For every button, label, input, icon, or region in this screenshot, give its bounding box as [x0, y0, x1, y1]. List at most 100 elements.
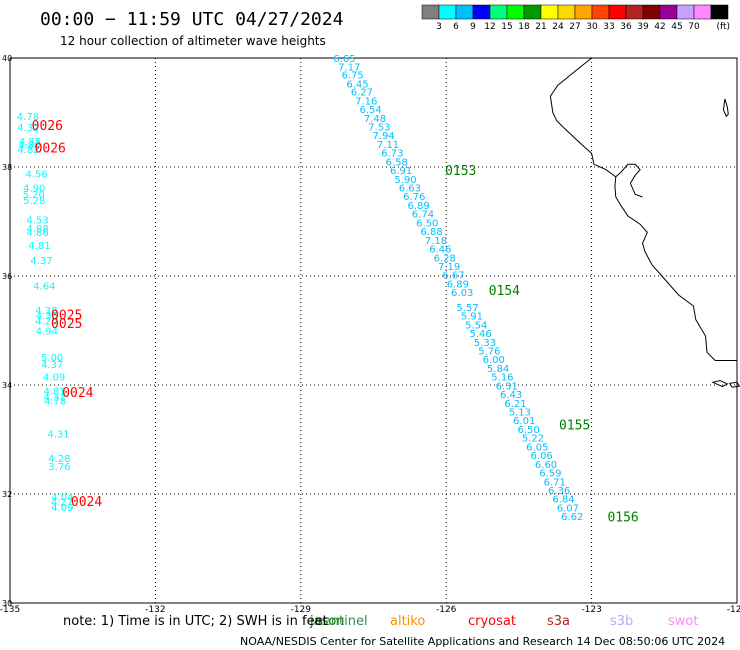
- pass-label: 0026: [32, 119, 63, 134]
- swh-value-track-1: 6.63: [399, 184, 421, 195]
- chart-subtitle: 12 hour collection of altimeter wave hei…: [60, 34, 326, 48]
- swh-value-west: 5.28: [23, 196, 45, 207]
- y-tick-label: 40: [2, 54, 12, 63]
- swh-value-west: 4.86: [26, 228, 48, 239]
- swh-value-track-2: 5.57: [456, 303, 478, 314]
- color-swatch: [574, 4, 593, 20]
- bay-path: [615, 163, 643, 198]
- swh-value-track-1: 6.73: [381, 149, 403, 160]
- swh-value-track-1: 7.94: [373, 131, 395, 142]
- swh-value-track-1: 6.28: [434, 253, 456, 264]
- swh-value-track-1: 6.88: [421, 227, 443, 238]
- swh-value-track-1: 6.65: [333, 54, 355, 65]
- lake-path: [722, 98, 729, 118]
- swh-value-track-2: 5.22: [522, 434, 544, 445]
- color-swatch: [659, 4, 678, 20]
- swh-value-track-1: 6.75: [342, 71, 364, 82]
- swh-value-track-1: 6.89: [447, 279, 469, 290]
- x-tick-label: -132: [145, 605, 165, 615]
- swh-value-track-2: 6.62: [561, 512, 583, 523]
- color-swatch: [455, 4, 474, 20]
- color-swatch: [676, 4, 695, 20]
- wave-height-points: 6.657.176.756.456.277.166.547.487.537.94…: [17, 54, 584, 523]
- swh-value-west: 4.81: [43, 386, 65, 397]
- swh-value-track-1: 7.18: [425, 236, 447, 247]
- swh-value-track-2: 6.59: [539, 469, 561, 480]
- color-scale-label: 36: [620, 22, 632, 32]
- swh-value-track-1: 6.54: [359, 105, 381, 116]
- chart-title: 00:00 − 11:59 UTC 04/27/2024: [40, 9, 343, 30]
- swh-value-track-1: 6.46: [429, 245, 451, 256]
- color-scale-label: 33: [603, 22, 614, 32]
- swh-value-track-1: 6.58: [386, 157, 408, 168]
- swh-value-west: 4.32: [17, 123, 39, 134]
- color-swatch: [421, 4, 440, 20]
- swh-value-track-1: 6.76: [403, 192, 425, 203]
- pass-label: 0024: [71, 495, 102, 510]
- color-swatch: [489, 4, 508, 20]
- swh-value-track-2: 5.76: [478, 346, 500, 357]
- color-swatch: [540, 4, 559, 20]
- y-tick-label: 36: [2, 272, 12, 281]
- swh-value-track-2: 6.50: [517, 425, 539, 436]
- pass-label: 0156: [607, 510, 638, 525]
- color-scale-label: 18: [518, 22, 530, 32]
- swh-value-west: 4.37: [41, 360, 63, 371]
- y-tick-label: 38: [2, 163, 12, 172]
- mission-legend-jason: jason: [309, 614, 345, 629]
- swh-value-west: 4.09: [51, 503, 73, 514]
- color-scale-legend: 3 6 9 12 15 18 21 24 27 30 33 36 39 42 45 70 (ft): [421, 4, 730, 32]
- pass-label: 0154: [489, 284, 520, 299]
- swh-value-track-1: 5.90: [394, 175, 416, 186]
- swh-value-track-1: 7.19: [438, 262, 460, 273]
- swh-value-west: 4.09: [43, 373, 65, 384]
- swh-value-track-2: 5.33: [474, 338, 496, 349]
- color-swatch: [523, 4, 542, 20]
- pass-label: 0153: [445, 164, 476, 179]
- mission-legend-cryosat: cryosat: [468, 614, 516, 629]
- swh-value-track-1: 6.27: [351, 88, 373, 99]
- swh-value-west: 4.53: [26, 216, 48, 227]
- color-swatch: [591, 4, 610, 20]
- x-tick-label: -120: [727, 605, 740, 615]
- swh-value-west: 5.00: [41, 353, 63, 364]
- island-path: [728, 381, 740, 388]
- swh-value-west: 4.64: [33, 282, 55, 293]
- swh-value-track-1: 7.16: [355, 96, 377, 107]
- color-scale-unit: (ft): [716, 22, 730, 32]
- swh-value-track-2: 6.84: [552, 495, 574, 506]
- color-swatch: [438, 4, 457, 20]
- pass-label: 0025: [51, 309, 82, 324]
- swh-value-west: 4.04: [51, 493, 73, 504]
- swh-value-track-2: 6.31: [496, 381, 518, 392]
- swh-value-track-1: 7.53: [368, 122, 390, 133]
- pass-label: 0026: [35, 141, 66, 156]
- swh-value-track-1: 6.03: [451, 288, 473, 299]
- swh-value-west: 4.56: [26, 169, 48, 180]
- pass-label: 0155: [559, 419, 590, 434]
- color-swatch: [608, 4, 627, 20]
- swh-value-west: 3.76: [48, 462, 70, 473]
- swh-value-track-2: 6.00: [483, 355, 505, 366]
- mission-legend-altiko: altiko: [390, 614, 425, 629]
- x-tick-label: -123: [581, 605, 601, 615]
- footer-note: note: 1) Time is in UTC; 2) SWH is in fe…: [63, 614, 328, 629]
- swh-value-west: 4.27: [51, 497, 73, 508]
- y-tick-label: 34: [2, 381, 12, 390]
- swh-value-track-1: 6.91: [390, 166, 412, 177]
- swh-value-west: 4.20: [35, 317, 57, 328]
- swh-value-track-2: 5.54: [465, 320, 487, 331]
- swh-value-track-2: 5.16: [491, 373, 513, 384]
- mission-legend-swot: swot: [668, 614, 698, 629]
- x-tick-label: -126: [436, 605, 457, 615]
- color-scale-label: 9: [470, 22, 476, 32]
- swh-value-track-2: 6.05: [526, 442, 548, 453]
- swh-value-track-1: 6.74: [412, 210, 434, 221]
- color-scale-label: 39: [637, 22, 649, 32]
- swh-value-west: 4.38: [35, 306, 57, 317]
- color-swatch: [710, 4, 729, 20]
- swh-value-west: 4.82: [17, 145, 39, 156]
- swh-value-track-2: 5.13: [509, 408, 531, 419]
